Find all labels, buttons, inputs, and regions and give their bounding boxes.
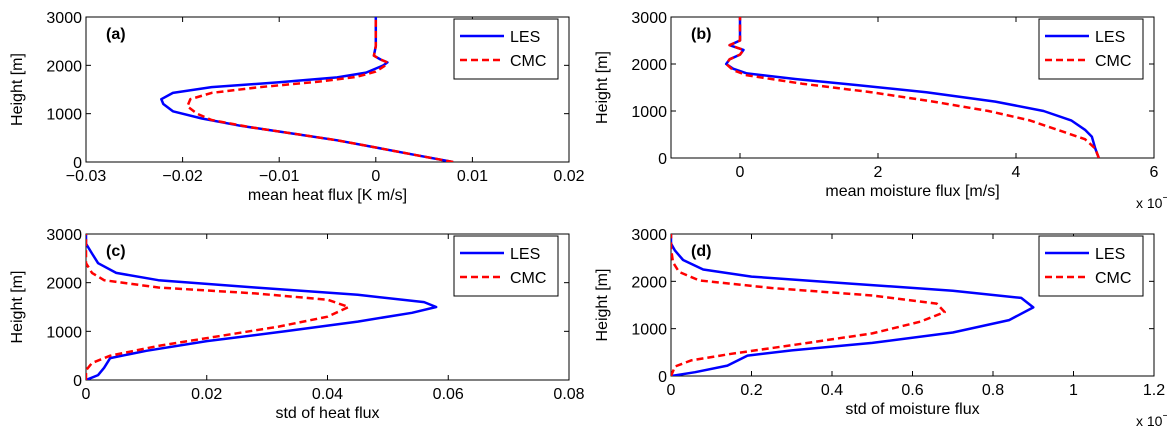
x-exponent-power: −5 [1162, 192, 1167, 204]
panel-tag: (a) [106, 26, 126, 43]
series-line-cmc [671, 234, 946, 376]
x-axis-label: mean moisture flux [m/s] [825, 183, 999, 200]
y-axis-label: Height [m] [594, 51, 611, 124]
series-line-les [671, 234, 1035, 376]
y-tick-label: 3000 [46, 227, 82, 244]
legend-box [453, 18, 559, 80]
y-tick-label: 0 [73, 155, 82, 172]
legend: LES CMC [453, 18, 559, 80]
legend-label-cmc: CMC [510, 270, 546, 287]
y-tick-label: 1000 [46, 107, 82, 124]
x-axis-label: std of heat flux [275, 405, 379, 422]
x-tick-label: 0 [371, 168, 380, 185]
panel-2: 0 0.02 0.04 0.06 0.08 0 1000 2000 3000 std of hea… [9, 227, 585, 422]
series-line-les [86, 234, 438, 380]
x-exponent-power: −4 [1162, 410, 1167, 422]
y-tick-label: 0 [658, 369, 667, 386]
legend: LES CMC [1038, 235, 1144, 297]
panel-tag: (b) [691, 26, 711, 43]
x-tick-label: 0.02 [191, 386, 222, 403]
x-exponent-label: x 10−4 [1136, 410, 1167, 429]
legend-label-cmc: CMC [510, 53, 546, 70]
legend-label-cmc: CMC [1095, 53, 1131, 70]
x-exponent-label: x 10−5 [1136, 192, 1167, 211]
y-tick-label: 1000 [46, 324, 82, 341]
x-tick-label: 4 [1012, 164, 1021, 181]
legend-label-les: LES [510, 246, 540, 263]
y-tick-label: 2000 [46, 276, 82, 293]
x-tick-label: 2 [874, 164, 883, 181]
x-tick-label: 1.2 [1143, 382, 1165, 399]
legend-label-les: LES [1095, 29, 1125, 46]
x-tick-label: 6 [1150, 164, 1159, 181]
x-tick-label: 0 [82, 386, 91, 403]
x-exponent-base: x 10 [1136, 413, 1163, 429]
x-tick-label: 1 [1069, 382, 1078, 399]
legend-label-les: LES [510, 29, 540, 46]
panel-3: 0 0.2 0.4 0.6 0.8 1 1.2 0 1000 2000 3000 std of moi… [594, 227, 1167, 429]
x-exponent-base: x 10 [1136, 195, 1163, 211]
x-tick-label: −0.02 [162, 168, 203, 185]
x-tick-label: 0.02 [553, 168, 584, 185]
legend-label-cmc: CMC [1095, 270, 1131, 287]
series-line-cmc [186, 17, 454, 162]
x-tick-label: 0.4 [821, 382, 843, 399]
x-tick-label: 0.2 [740, 382, 762, 399]
y-axis-label: Height [m] [594, 269, 611, 342]
x-tick-label: 0.04 [312, 386, 343, 403]
legend: LES CMC [453, 235, 559, 297]
x-axis-label: std of moisture flux [845, 401, 979, 418]
series-line-les [724, 17, 1100, 158]
series-line-cmc [724, 17, 1100, 158]
panel-0: −0.03 −0.02 −0.01 0 0.01 0.02 0 1000 2000 3000 mea… [9, 10, 585, 204]
legend-box [1038, 18, 1144, 80]
y-tick-label: 3000 [631, 10, 667, 27]
panel-tag: (c) [106, 243, 126, 260]
y-tick-label: 0 [658, 151, 667, 168]
y-tick-label: 1000 [631, 104, 667, 121]
legend-box [1038, 235, 1144, 297]
legend-box [453, 235, 559, 297]
y-tick-label: 3000 [46, 10, 82, 27]
y-tick-label: 1000 [631, 322, 667, 339]
x-tick-label: 0 [667, 382, 676, 399]
panel-1: 0 2 4 6 0 1000 2000 3000 mean moisture flux [m/s… [594, 10, 1167, 211]
y-tick-label: 0 [73, 373, 82, 390]
x-axis-label: mean heat flux [K m/s] [248, 187, 407, 204]
x-tick-label: 0.06 [433, 386, 464, 403]
x-tick-label: 0 [736, 164, 745, 181]
x-tick-label: 0.08 [553, 386, 584, 403]
panel-tag: (d) [691, 243, 711, 260]
y-axis-label: Height [m] [9, 53, 26, 126]
x-tick-label: 0.6 [901, 382, 923, 399]
y-tick-label: 2000 [631, 274, 667, 291]
y-tick-label: 2000 [46, 58, 82, 75]
y-axis-label: Height [m] [9, 271, 26, 344]
legend: LES CMC [1038, 18, 1144, 80]
legend-label-les: LES [1095, 246, 1125, 263]
x-tick-label: 0.8 [982, 382, 1004, 399]
y-tick-label: 3000 [631, 227, 667, 244]
x-tick-label: −0.01 [259, 168, 300, 185]
x-tick-label: 0.01 [457, 168, 488, 185]
y-tick-label: 2000 [631, 57, 667, 74]
x-tick-label: −0.03 [66, 168, 107, 185]
